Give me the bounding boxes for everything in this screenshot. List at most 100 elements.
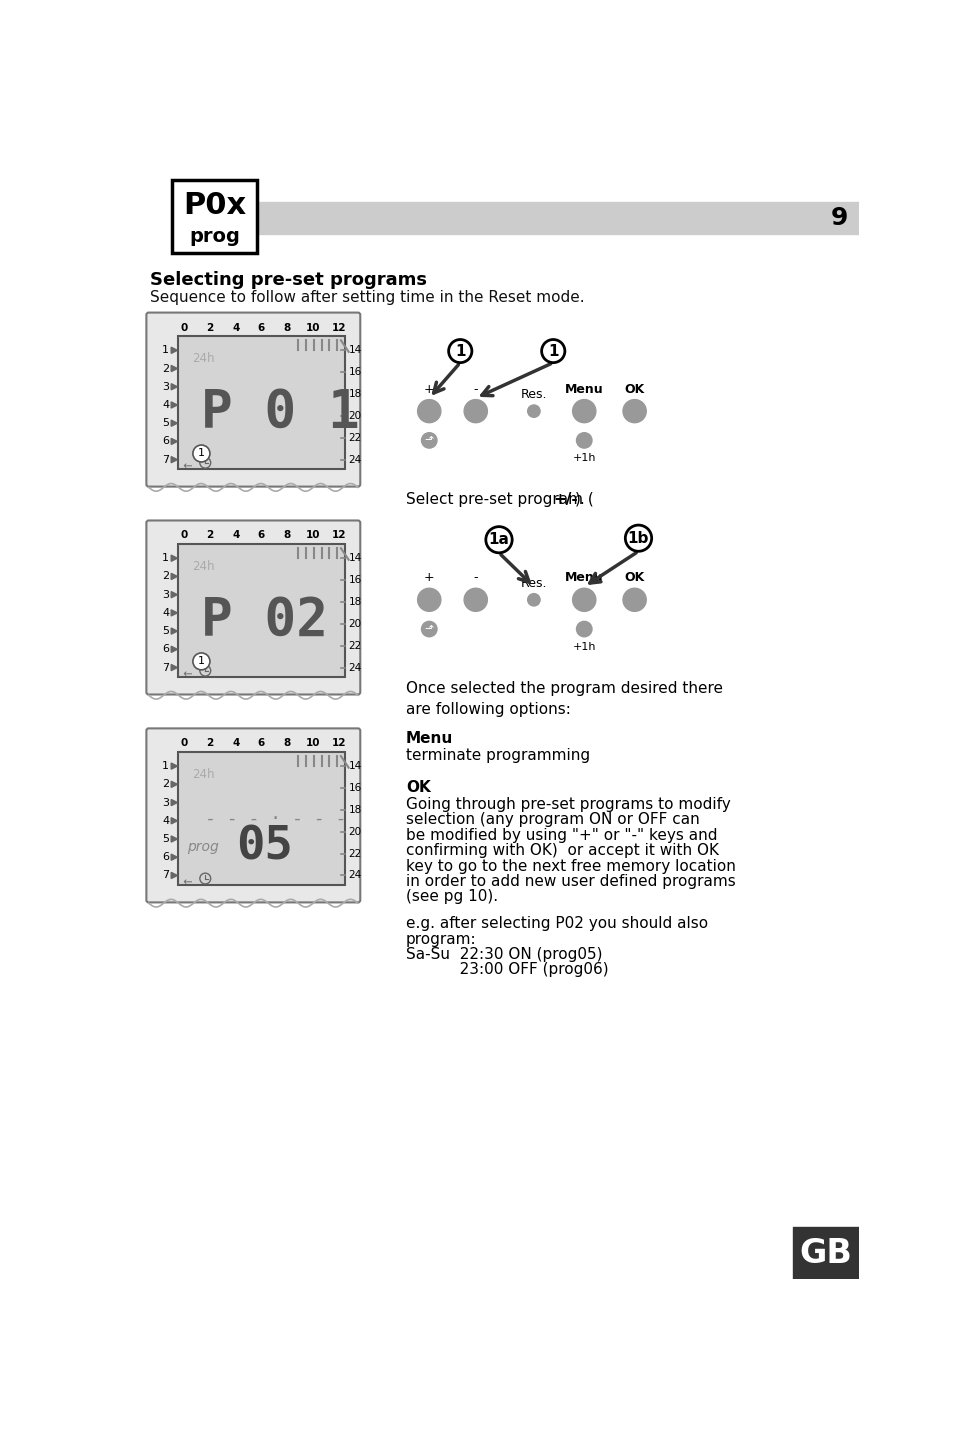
Text: 3: 3 bbox=[162, 589, 169, 599]
Polygon shape bbox=[171, 365, 177, 372]
Text: prog: prog bbox=[189, 227, 240, 246]
Text: 5: 5 bbox=[162, 418, 169, 428]
Text: 8: 8 bbox=[283, 739, 291, 749]
Circle shape bbox=[485, 526, 512, 553]
Text: 6: 6 bbox=[257, 322, 265, 332]
Text: 6: 6 bbox=[257, 530, 265, 540]
Text: in order to add new user defined programs: in order to add new user defined program… bbox=[406, 874, 735, 890]
Text: Once selected the program desired there
are following options:: Once selected the program desired there … bbox=[406, 681, 722, 717]
Text: 4: 4 bbox=[232, 530, 239, 540]
Text: 2: 2 bbox=[206, 322, 213, 332]
Circle shape bbox=[572, 588, 596, 611]
Text: 5: 5 bbox=[162, 627, 169, 637]
Circle shape bbox=[541, 339, 564, 362]
Text: P0x: P0x bbox=[183, 191, 246, 220]
Circle shape bbox=[576, 621, 592, 637]
Text: 1: 1 bbox=[197, 448, 205, 458]
Text: 20: 20 bbox=[348, 619, 361, 629]
Text: 1: 1 bbox=[455, 343, 465, 359]
Text: 4: 4 bbox=[232, 739, 239, 749]
Text: terminate programming: terminate programming bbox=[406, 747, 590, 763]
Text: 1b: 1b bbox=[627, 530, 648, 546]
Text: program:: program: bbox=[406, 931, 476, 947]
Bar bbox=[178, 752, 344, 885]
Text: e.g. after selecting P02 you should also: e.g. after selecting P02 you should also bbox=[406, 917, 707, 931]
Text: 12: 12 bbox=[331, 322, 345, 332]
Bar bbox=[178, 336, 344, 468]
Text: Select pre-set program (: Select pre-set program ( bbox=[406, 491, 593, 507]
Text: Menu: Menu bbox=[564, 572, 603, 585]
Text: P 0 1: P 0 1 bbox=[201, 387, 360, 440]
Circle shape bbox=[527, 405, 539, 417]
Text: 10: 10 bbox=[305, 322, 320, 332]
Text: 7: 7 bbox=[162, 662, 169, 673]
Text: 2: 2 bbox=[206, 739, 213, 749]
Text: 8: 8 bbox=[283, 530, 291, 540]
Text: 4: 4 bbox=[232, 322, 239, 332]
Text: 24: 24 bbox=[348, 871, 361, 881]
Circle shape bbox=[527, 593, 539, 606]
Text: 4: 4 bbox=[162, 399, 169, 410]
Text: ).: ). bbox=[575, 491, 585, 507]
Bar bbox=[172, 180, 257, 253]
Polygon shape bbox=[171, 384, 177, 389]
Text: confirming with OK)  or accept it with OK: confirming with OK) or accept it with OK bbox=[406, 844, 719, 858]
Text: 8: 8 bbox=[283, 322, 291, 332]
Text: +: + bbox=[423, 382, 435, 395]
Circle shape bbox=[421, 621, 436, 637]
Text: 6: 6 bbox=[257, 739, 265, 749]
Text: OK: OK bbox=[624, 382, 644, 395]
Text: 4: 4 bbox=[162, 608, 169, 618]
Text: 1: 1 bbox=[162, 762, 169, 772]
Text: OK: OK bbox=[406, 780, 431, 795]
Text: 22: 22 bbox=[348, 433, 361, 443]
Bar bbox=[178, 545, 344, 677]
Text: Menu: Menu bbox=[406, 730, 453, 746]
Polygon shape bbox=[171, 402, 177, 408]
Bar bbox=[793, 1227, 858, 1279]
Text: ↗: ↗ bbox=[180, 664, 194, 677]
Text: 4: 4 bbox=[162, 816, 169, 826]
Text: 2: 2 bbox=[162, 364, 169, 374]
Polygon shape bbox=[171, 854, 177, 861]
Text: 10: 10 bbox=[305, 739, 320, 749]
Text: Going through pre-set programs to modify: Going through pre-set programs to modify bbox=[406, 798, 730, 812]
Text: 12: 12 bbox=[331, 530, 345, 540]
Text: 14: 14 bbox=[348, 345, 361, 355]
Text: GB: GB bbox=[799, 1237, 852, 1270]
Text: 1: 1 bbox=[197, 657, 205, 667]
Text: 24: 24 bbox=[348, 662, 361, 673]
Text: ⬏: ⬏ bbox=[424, 624, 434, 634]
Text: 18: 18 bbox=[348, 805, 361, 815]
Text: 16: 16 bbox=[348, 575, 361, 585]
Text: Sa-Su  22:30 ON (prog05): Sa-Su 22:30 ON (prog05) bbox=[406, 947, 602, 961]
Polygon shape bbox=[171, 836, 177, 842]
Circle shape bbox=[576, 433, 592, 448]
Text: 9: 9 bbox=[830, 205, 847, 230]
Text: 16: 16 bbox=[348, 783, 361, 793]
Text: 1: 1 bbox=[162, 553, 169, 563]
Text: 24h: 24h bbox=[192, 767, 214, 780]
Text: 12: 12 bbox=[331, 739, 345, 749]
Text: 1: 1 bbox=[547, 343, 558, 359]
Text: 5: 5 bbox=[162, 833, 169, 844]
Text: 7: 7 bbox=[162, 871, 169, 881]
Text: selection (any program ON or OFF can: selection (any program ON or OFF can bbox=[406, 812, 699, 828]
Text: Res.: Res. bbox=[520, 576, 547, 589]
Polygon shape bbox=[171, 763, 177, 769]
Text: 22: 22 bbox=[348, 849, 361, 858]
Text: 05: 05 bbox=[236, 825, 293, 869]
Text: +1h: +1h bbox=[572, 642, 596, 652]
Circle shape bbox=[193, 445, 210, 461]
Text: key to go to the next free memory location: key to go to the next free memory locati… bbox=[406, 858, 735, 874]
Text: 2: 2 bbox=[162, 572, 169, 582]
Text: prog: prog bbox=[187, 839, 219, 854]
Text: 1a: 1a bbox=[488, 532, 509, 547]
Text: 0: 0 bbox=[180, 530, 188, 540]
Text: -: - bbox=[473, 382, 477, 395]
Bar bbox=[820, 201, 858, 234]
Text: P 02: P 02 bbox=[201, 595, 328, 647]
Bar bbox=[193, 201, 820, 234]
Circle shape bbox=[464, 399, 487, 422]
Text: +/-: +/- bbox=[553, 491, 578, 507]
